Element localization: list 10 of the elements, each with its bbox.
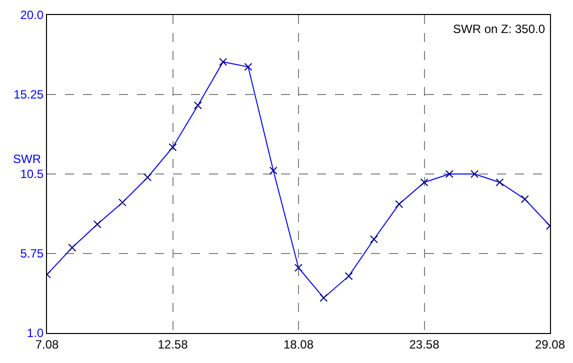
y-axis-title: SWR — [13, 152, 42, 166]
y-tick-label: 15.25 — [14, 88, 44, 102]
x-tick-label: 12.58 — [158, 337, 188, 352]
x-tick-label: 29.08 — [534, 337, 566, 352]
y-tick-label: 5.75 — [20, 246, 44, 261]
x-tick-label: 18.08 — [283, 337, 314, 352]
y-tick-label: 10.5 — [20, 167, 44, 182]
annotation: SWR on Z: 350.0 — [453, 22, 546, 36]
x-tick-label: 23.58 — [409, 337, 440, 352]
y-tick-label: 20.0 — [20, 8, 44, 22]
